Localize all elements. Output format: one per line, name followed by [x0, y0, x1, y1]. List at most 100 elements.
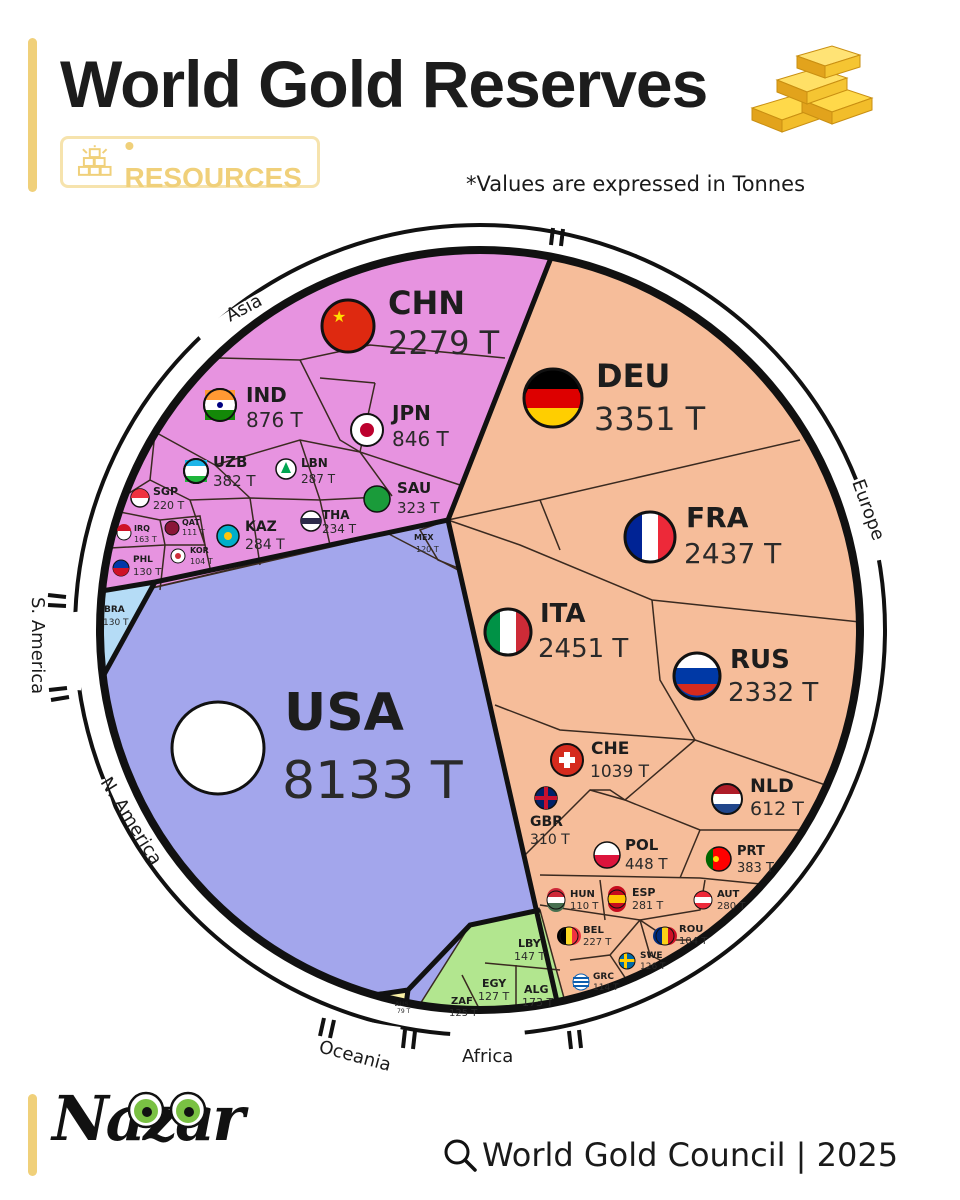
- country-LBN: LBN 287 T: [275, 456, 336, 486]
- svg-text:234 T: 234 T: [322, 522, 357, 536]
- svg-text:RUS: RUS: [730, 645, 790, 675]
- country-USA: USA 8133 T: [170, 683, 463, 811]
- svg-text:KOR: KOR: [190, 546, 209, 555]
- svg-text:173 T: 173 T: [522, 996, 553, 1009]
- country-HUN: HUN 110 T: [546, 888, 599, 912]
- title-accent-bar: [28, 38, 37, 192]
- region-label-oceania: Oceania: [317, 1037, 394, 1076]
- country-NLD: NLD 612 T: [711, 775, 804, 820]
- svg-text:ROU: ROU: [679, 924, 703, 935]
- svg-text:SWE: SWE: [640, 951, 663, 961]
- units-note: *Values are expressed in Tonnes: [466, 172, 806, 196]
- svg-text:FRA: FRA: [686, 501, 749, 534]
- svg-text:AUS: AUS: [395, 1001, 409, 1008]
- flag-france-icon: [623, 510, 677, 564]
- country-LBY: LBY 147 T: [514, 937, 545, 963]
- country-JPN: JPN 846 T: [350, 401, 450, 451]
- country-GBR: GBR 310 T: [530, 786, 570, 848]
- country-AUS: AUS 79 T: [395, 1001, 411, 1015]
- chart-outline: [96, 246, 864, 1014]
- svg-text:3351 T: 3351 T: [594, 400, 706, 438]
- category-tag: • RESOURCES: [60, 130, 320, 193]
- country-ROU: ROU 104 T: [653, 924, 708, 947]
- svg-text:ZAF: ZAF: [451, 996, 473, 1007]
- svg-text:111 T: 111 T: [182, 528, 205, 537]
- svg-text:130 T: 130 T: [133, 567, 162, 578]
- svg-text:★: ★: [332, 307, 346, 326]
- svg-text:280 T: 280 T: [717, 901, 746, 912]
- flag-usa-icon: [170, 700, 266, 796]
- svg-text:281 T: 281 T: [632, 899, 663, 912]
- svg-text:GBR: GBR: [530, 814, 563, 830]
- svg-text:120 T: 120 T: [416, 545, 439, 554]
- flag-germany-icon: [522, 367, 584, 429]
- svg-text:USA: USA: [284, 683, 404, 743]
- svg-text:104 T: 104 T: [679, 936, 708, 947]
- svg-text:NLD: NLD: [750, 775, 794, 797]
- svg-text:126 T: 126 T: [640, 962, 666, 972]
- search-icon: [444, 1139, 477, 1172]
- svg-text:LBY: LBY: [518, 937, 542, 950]
- country-GRC: GRC 114 T: [572, 972, 619, 993]
- svg-text:163 T: 163 T: [134, 535, 157, 544]
- svg-text:323 T: 323 T: [397, 499, 440, 517]
- country-MEX: MEX 120 T: [414, 533, 439, 554]
- svg-text:383 T: 383 T: [737, 861, 774, 876]
- svg-text:ESP: ESP: [632, 886, 656, 899]
- svg-text:8133 T: 8133 T: [282, 751, 463, 811]
- svg-text:EGY: EGY: [482, 977, 507, 990]
- glasses-eyes-icon: [127, 1091, 207, 1129]
- flag-saudi-arabia-icon: [363, 485, 391, 513]
- source-credit: World Gold Council | 2025: [442, 1136, 898, 1174]
- country-CHN: ★ CHN 2279 T: [320, 284, 500, 362]
- svg-text:125 T: 125 T: [449, 1008, 478, 1019]
- country-PRT: PRT 383 T: [705, 844, 774, 876]
- svg-text:130 T: 130 T: [103, 618, 129, 628]
- page-title: World Gold Reserves: [60, 47, 708, 121]
- svg-text:UZB: UZB: [213, 453, 248, 471]
- flag-india-icon: [203, 388, 237, 422]
- svg-text:876 T: 876 T: [246, 408, 304, 432]
- country-SAU: SAU 323 T: [363, 479, 440, 517]
- svg-text:147 T: 147 T: [514, 950, 545, 963]
- country-QAT: QAT 111 T: [164, 518, 205, 537]
- country-PHL: PHL 130 T: [112, 555, 162, 578]
- svg-text:227 T: 227 T: [583, 937, 612, 948]
- country-RUS: RUS 2332 T: [672, 645, 818, 708]
- svg-text:BEL: BEL: [583, 925, 604, 936]
- flag-russia-icon: [672, 651, 722, 701]
- country-ZAF: ZAF 125 T: [449, 996, 478, 1019]
- svg-text:SAU: SAU: [397, 479, 431, 497]
- svg-text:2437 T: 2437 T: [684, 537, 782, 570]
- svg-text:2451 T: 2451 T: [538, 634, 628, 664]
- country-CHE: CHE 1039 T: [550, 739, 650, 782]
- footer-accent-bar: [28, 1094, 37, 1176]
- svg-text:PRT: PRT: [737, 844, 765, 859]
- country-BRA: BRA 130 T: [103, 605, 129, 628]
- region-label-europe: Europe: [847, 477, 888, 544]
- country-DEU: DEU 3351 T: [522, 357, 706, 438]
- svg-text:THA: THA: [322, 508, 350, 522]
- gold-bars-icon: [750, 45, 874, 133]
- svg-text:CHE: CHE: [591, 739, 629, 759]
- country-EGY: EGY 127 T: [478, 977, 509, 1003]
- svg-text:2332 T: 2332 T: [728, 678, 818, 708]
- category-tag-label: • RESOURCES: [124, 130, 302, 193]
- svg-text:ITA: ITA: [540, 599, 586, 629]
- svg-text:DEU: DEU: [596, 357, 670, 395]
- svg-text:BRA: BRA: [104, 605, 125, 615]
- svg-text:846 T: 846 T: [392, 427, 450, 451]
- gold-stack-icon: [77, 145, 112, 176]
- country-ITA: ITA 2451 T: [483, 599, 628, 664]
- svg-text:104 T: 104 T: [190, 557, 213, 566]
- svg-text:LBN: LBN: [301, 456, 328, 470]
- svg-text:612 T: 612 T: [750, 798, 804, 820]
- flag-italy-icon: [483, 607, 533, 657]
- svg-text:QAT: QAT: [182, 518, 200, 527]
- svg-text:79 T: 79 T: [397, 1008, 411, 1015]
- svg-text:SGP: SGP: [153, 485, 178, 498]
- svg-text:ALG: ALG: [524, 983, 549, 996]
- region-label-africa: Africa: [462, 1046, 513, 1067]
- svg-text:POL: POL: [625, 836, 659, 854]
